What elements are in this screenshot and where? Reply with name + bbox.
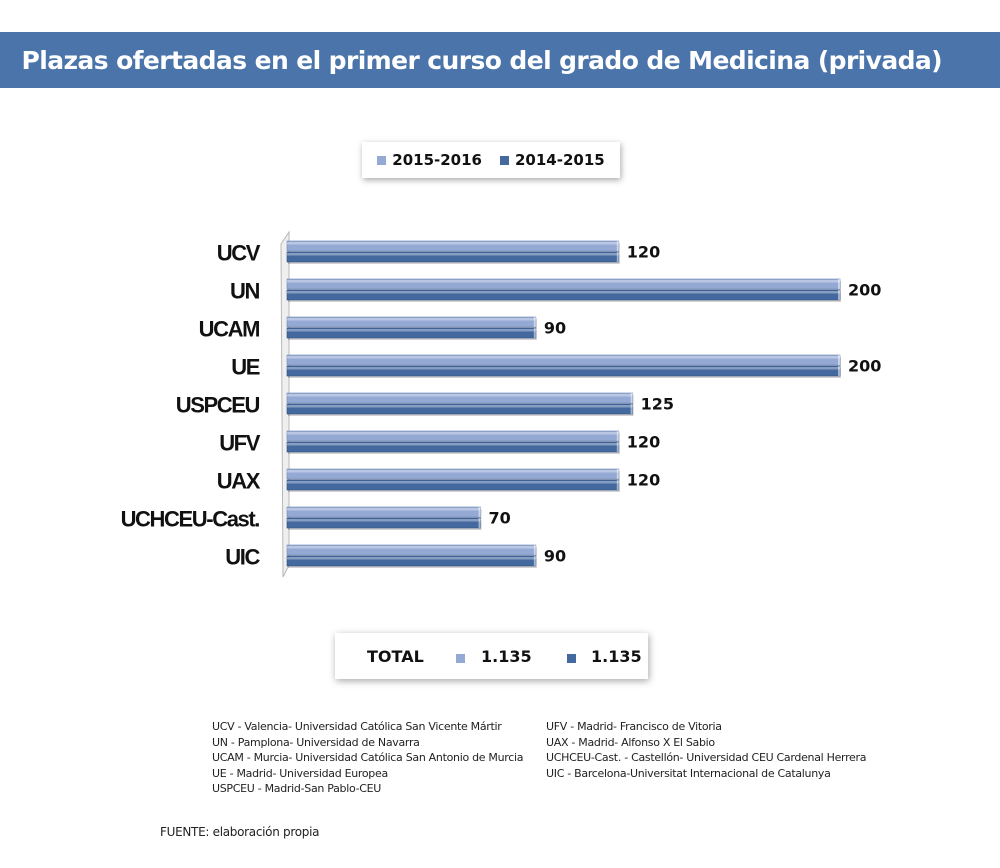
bar-highlight (287, 519, 481, 522)
bar-cap (616, 252, 619, 262)
bar-highlight (287, 394, 633, 397)
data-label: 120 (627, 471, 660, 490)
bar-cap (838, 366, 840, 376)
abbreviations-left: UCV - Valencia- Universidad Católica San… (212, 719, 524, 797)
note-ucv: UCV - Valencia- Universidad Católica San… (212, 720, 502, 733)
data-label: 125 (641, 395, 674, 414)
category-label: UFV (219, 431, 261, 456)
note-uchceu: UCHCEU-Cast. - Castellón- Universidad CE… (546, 751, 867, 764)
category-label: USPCEU (176, 393, 260, 418)
bar-cap (630, 404, 633, 414)
note-un: UN - Pamplona- Universidad de Navarra (212, 735, 420, 749)
bar-chart: UCV 120 UN 200 UCAM 90 UE 200 USPCEU 125 UFV 120 UAX… (121, 230, 881, 578)
legend-item-2014-2015: 2014-2015 (500, 151, 605, 169)
category-label: UE (231, 355, 259, 380)
bar-highlight (287, 367, 840, 370)
bar-highlight (287, 546, 536, 549)
bar-cap (838, 290, 840, 300)
bar-cap (630, 393, 633, 403)
legend-item-2015-2016: 2015-2016 (377, 151, 482, 169)
bar-cap (478, 507, 481, 517)
bar-highlight (287, 329, 536, 332)
bar-cap (616, 480, 619, 490)
bar-highlight (287, 318, 536, 321)
data-label: 120 (627, 433, 660, 452)
bar-highlight (287, 405, 633, 408)
bar-cap (838, 355, 840, 365)
note-ue: UE - Madrid- Universidad Europea (212, 766, 388, 780)
legend-swatch-2015-2016 (377, 155, 387, 165)
data-label: 120 (627, 243, 660, 262)
total-swatch-2015-2016 (456, 654, 465, 663)
note-uic: UIC - Barcelona-Universitat Internaciona… (546, 766, 831, 780)
data-label: 70 (489, 509, 511, 528)
category-label: UCHCEU-Cast. (121, 507, 260, 532)
note-uax: UAX - Madrid- Alfonso X El Sabio (546, 735, 715, 749)
bar-highlight (287, 432, 619, 435)
bar-cap (533, 317, 536, 327)
bar-cap (616, 431, 619, 441)
chart-title: Plazas ofertadas en el primer curso del … (21, 45, 943, 75)
bar-highlight (287, 253, 619, 256)
chart-legend: 2015-2016 2014-2015 (362, 142, 620, 178)
bar-highlight (287, 470, 619, 473)
totals-box: TOTAL 1.135 1.135 (335, 633, 648, 679)
abbreviations-right: UFV - Madrid- Francisco de Vitoria UAX -… (546, 719, 866, 781)
bar-cap (616, 442, 619, 452)
bar-cap (533, 556, 536, 566)
source-note: FUENTE: elaboración propia (160, 825, 320, 839)
bar-cap (838, 279, 840, 289)
category-label: UCV (217, 241, 261, 266)
bar-cap (533, 545, 536, 555)
total-value-2014-2015: 1.135 (591, 647, 642, 666)
legend-swatch-2014-2015 (500, 155, 509, 165)
total-swatch-2014-2015 (567, 654, 576, 663)
bar-highlight (287, 557, 536, 560)
category-label: UAX (217, 469, 261, 494)
note-ufv: UFV - Madrid- Francisco de Vitoria (546, 720, 722, 733)
bar-highlight (287, 443, 619, 446)
note-ucam: UCAM - Murcia- Universidad Católica San … (212, 751, 524, 764)
data-label: 200 (848, 281, 881, 300)
bar-highlight (287, 242, 619, 245)
note-uspceu: USPCEU - Madrid-San Pablo-CEU (212, 782, 382, 795)
data-label: 90 (544, 547, 566, 566)
total-value-2015-2016: 1.135 (481, 647, 532, 666)
bar-highlight (287, 508, 481, 511)
title-bar: Plazas ofertadas en el primer curso del … (0, 32, 1000, 88)
bar-highlight (287, 481, 619, 484)
bar-highlight (287, 280, 840, 283)
bar-cap (616, 469, 619, 479)
category-label: UN (230, 279, 259, 304)
bar-cap (533, 328, 536, 338)
bar-cap (478, 518, 481, 528)
data-label: 90 (544, 319, 566, 338)
bar-highlight (287, 356, 840, 359)
bar-highlight (287, 291, 840, 294)
total-label: TOTAL (367, 647, 424, 666)
data-label: 200 (848, 357, 881, 376)
category-label: UCAM (199, 317, 259, 342)
category-label: UIC (225, 545, 260, 570)
legend-label-2014-2015: 2014-2015 (515, 151, 605, 169)
bar-cap (616, 241, 619, 251)
legend-label-2015-2016: 2015-2016 (392, 151, 482, 169)
